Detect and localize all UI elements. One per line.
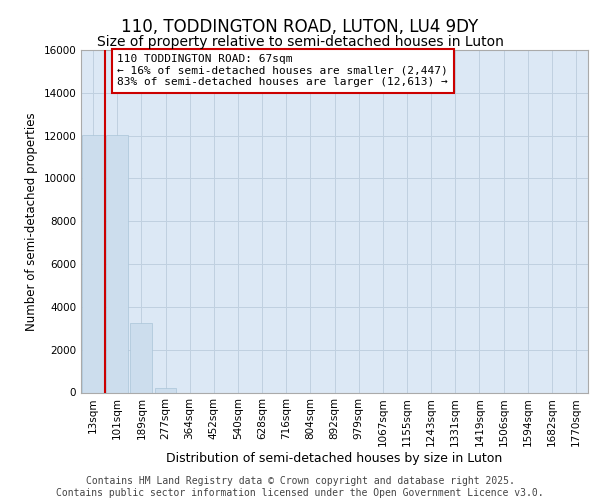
Text: Contains HM Land Registry data © Crown copyright and database right 2025.
Contai: Contains HM Land Registry data © Crown c…: [56, 476, 544, 498]
Text: Size of property relative to semi-detached houses in Luton: Size of property relative to semi-detach…: [97, 35, 503, 49]
Bar: [82, 134, 104, 392]
Text: 110, TODDINGTON ROAD, LUTON, LU4 9DY: 110, TODDINGTON ROAD, LUTON, LU4 9DY: [121, 18, 479, 36]
X-axis label: Distribution of semi-detached houses by size in Luton: Distribution of semi-detached houses by …: [166, 452, 503, 464]
Bar: [130, 323, 152, 392]
Y-axis label: Number of semi-detached properties: Number of semi-detached properties: [25, 112, 38, 330]
Bar: [106, 134, 128, 392]
Text: 110 TODDINGTON ROAD: 67sqm
← 16% of semi-detached houses are smaller (2,447)
83%: 110 TODDINGTON ROAD: 67sqm ← 16% of semi…: [117, 54, 448, 88]
Bar: [155, 388, 176, 392]
